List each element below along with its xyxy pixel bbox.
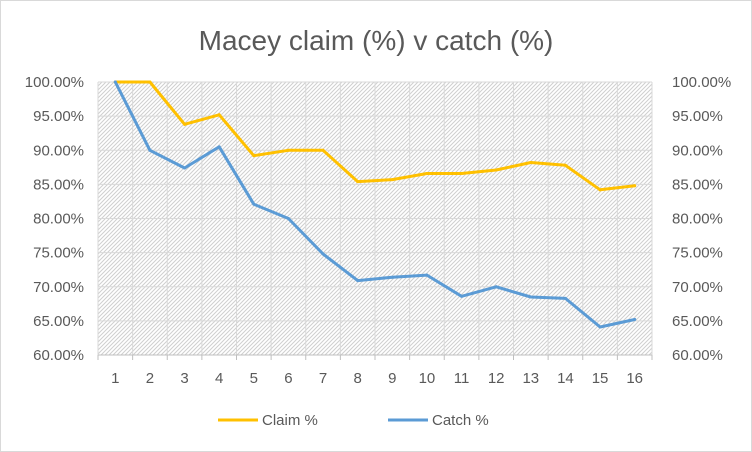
secondary-y-tick-label: 65.00% xyxy=(672,313,723,330)
x-tick-label: 12 xyxy=(488,370,505,387)
legend-label-claim: Claim % xyxy=(262,412,318,429)
secondary-y-tick-label: 100.00% xyxy=(672,74,731,91)
catch-point xyxy=(460,294,464,298)
catch-point xyxy=(598,325,602,329)
claim-point xyxy=(529,161,533,165)
claim-point xyxy=(563,163,567,167)
claim-point xyxy=(494,168,498,172)
gridlines xyxy=(97,81,653,356)
secondary-y-tick-label: 95.00% xyxy=(672,108,723,125)
claim-point xyxy=(217,113,221,117)
claim-point xyxy=(252,154,256,158)
catch-point xyxy=(113,80,117,84)
legend: Claim % Catch % xyxy=(218,412,489,429)
catch-point xyxy=(356,279,360,283)
claim-point xyxy=(460,171,464,175)
y-tick-label: 90.00% xyxy=(33,142,84,159)
claim-line xyxy=(113,80,637,192)
claim-point xyxy=(286,148,290,152)
catch-point xyxy=(286,217,290,220)
catch-point xyxy=(633,318,637,322)
claim-point xyxy=(598,188,602,192)
y-tick-label: 60.00% xyxy=(33,347,84,364)
x-tick-label: 2 xyxy=(146,370,154,387)
y-tick-label: 100.00% xyxy=(25,74,84,91)
claim-point xyxy=(356,180,360,184)
x-tick-label: 14 xyxy=(557,370,574,387)
catch-point xyxy=(183,166,187,170)
x-tick-label: 4 xyxy=(215,370,223,387)
x-tick-label: 5 xyxy=(250,370,258,387)
secondary-y-tick-label: 75.00% xyxy=(672,245,723,262)
catch-point xyxy=(321,252,325,256)
chart-title: Macey claim (%) v catch (%) xyxy=(199,25,554,56)
x-tick-label: 9 xyxy=(388,370,396,387)
claim-point xyxy=(148,80,152,84)
x-tick-label: 6 xyxy=(284,370,292,387)
catch-line xyxy=(113,80,637,329)
x-axis-ticks: 1 2 3 4 5 6 7 8 9 10 11 12 13 14 15 16 xyxy=(111,370,643,387)
y-tick-label: 80.00% xyxy=(33,211,84,228)
x-tick-label: 1 xyxy=(111,370,119,387)
y-tick-label: 70.00% xyxy=(33,279,84,296)
catch-point xyxy=(390,275,394,279)
catch-point xyxy=(529,295,533,299)
claim-point xyxy=(633,184,637,188)
x-tick-label: 10 xyxy=(419,370,436,387)
claim-point xyxy=(425,171,429,175)
claim-point xyxy=(321,148,325,152)
claim-point xyxy=(183,122,187,126)
catch-point xyxy=(148,148,152,152)
y-tick-label: 95.00% xyxy=(33,108,84,125)
axes xyxy=(97,354,653,360)
catch-point xyxy=(217,145,221,149)
y-tick-label: 75.00% xyxy=(33,245,84,262)
secondary-y-tick-label: 80.00% xyxy=(672,211,723,228)
catch-point xyxy=(494,285,498,289)
catch-point xyxy=(563,296,567,300)
claim-point xyxy=(390,178,394,182)
secondary-y-tick-label: 85.00% xyxy=(672,176,723,193)
catch-point xyxy=(425,273,429,277)
x-tick-label: 13 xyxy=(522,370,539,387)
legend-label-catch: Catch % xyxy=(432,412,489,429)
x-tick-label: 11 xyxy=(454,370,470,387)
secondary-y-tick-label: 90.00% xyxy=(672,142,723,159)
secondary-y-tick-label: 70.00% xyxy=(672,279,723,296)
catch-point xyxy=(252,202,256,206)
secondary-y-tick-label: 60.00% xyxy=(672,347,723,364)
x-tick-label: 3 xyxy=(180,370,188,387)
y-tick-label: 85.00% xyxy=(33,176,84,193)
x-tick-label: 16 xyxy=(626,370,643,387)
left-y-axis-ticks: 60.00% 65.00% 70.00% 75.00% 80.00% 85.00% 90.0… xyxy=(25,74,84,364)
series-lines xyxy=(113,80,637,329)
y-tick-label: 65.00% xyxy=(33,313,84,330)
x-tick-label: 15 xyxy=(592,370,609,387)
right-y-axis-ticks: 60.00% 65.00% 70.00% 75.00% 80.00% 85.00% 90.0… xyxy=(672,74,731,364)
x-tick-label: 8 xyxy=(354,370,362,387)
x-tick-label: 7 xyxy=(319,370,327,387)
